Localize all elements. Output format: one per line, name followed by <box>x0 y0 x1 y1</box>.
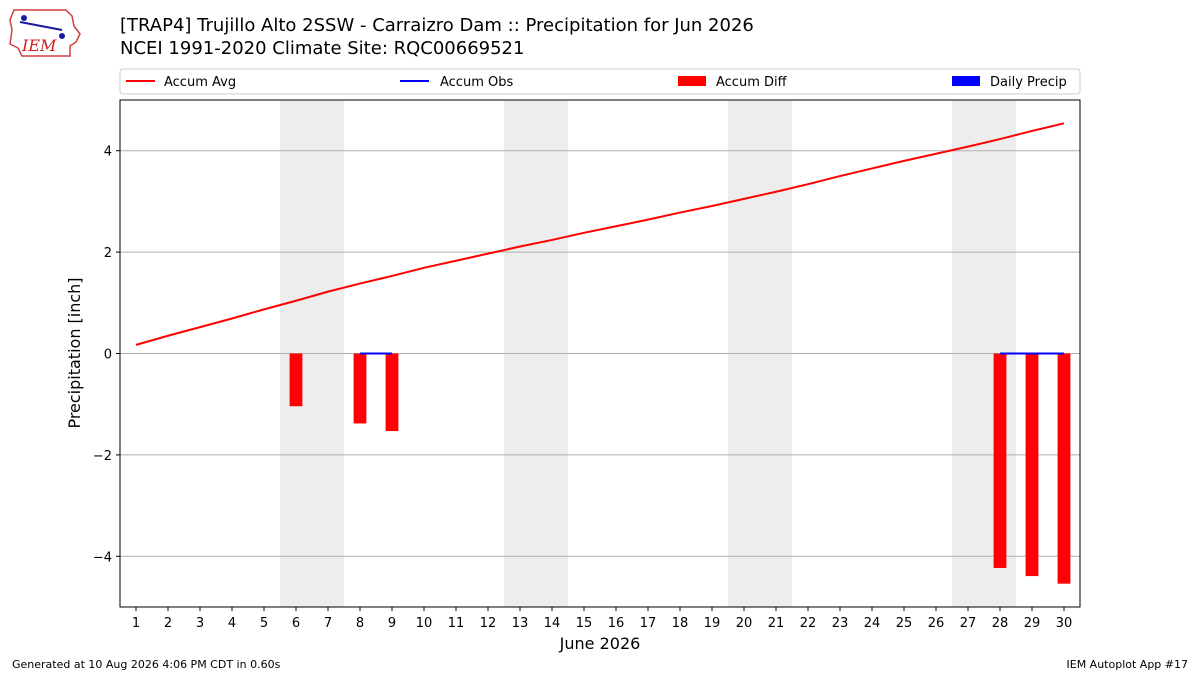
x-tick-label-5: 5 <box>260 616 268 631</box>
x-tick-label-8: 8 <box>356 616 364 631</box>
accum-diff-bar-day-29 <box>1025 353 1039 577</box>
accum-diff-bar-day-28 <box>993 353 1007 568</box>
legend-label-accum-obs: Accum Obs <box>440 75 513 90</box>
iem-logo: IEM <box>9 9 81 57</box>
x-tick-label-17: 17 <box>640 616 657 631</box>
legend-label-daily-precip: Daily Precip <box>990 75 1067 90</box>
x-tick-label-21: 21 <box>768 616 785 631</box>
y-axis-ticks: −4 −2 0 2 4 <box>93 145 120 565</box>
legend-frame <box>119 68 1081 95</box>
x-tick-label-2: 2 <box>164 616 172 631</box>
y-tick-label-3: 2 <box>104 246 112 261</box>
logo-dot-left <box>21 15 27 21</box>
chart-title: [TRAP4] Trujillo Alto 2SSW - Carraizro D… <box>120 15 754 36</box>
y-axis-label: Precipitation [inch] <box>65 277 84 428</box>
x-tick-label-25: 25 <box>896 616 913 631</box>
legend-swatch-daily-precip <box>952 76 980 86</box>
accum-diff-bars-layer <box>289 353 1071 584</box>
x-tick-label-19: 19 <box>704 616 721 631</box>
x-tick-label-22: 22 <box>800 616 817 631</box>
x-tick-label-3: 3 <box>196 616 204 631</box>
y-tick-label-0: −4 <box>93 550 112 565</box>
series-lines-layer <box>135 122 1065 355</box>
x-tick-label-15: 15 <box>576 616 593 631</box>
accum-avg-line <box>135 122 1065 346</box>
x-tick-label-14: 14 <box>544 616 561 631</box>
x-tick-label-10: 10 <box>416 616 433 631</box>
x-tick-label-13: 13 <box>512 616 529 631</box>
iowa-state-outline <box>9 9 81 57</box>
x-tick-label-29: 29 <box>1024 616 1041 631</box>
accum-diff-bar-day-8 <box>353 353 367 424</box>
app-credit: IEM Autoplot App #17 <box>1067 658 1189 671</box>
legend-label-accum-avg: Accum Avg <box>164 75 236 90</box>
y-tick-label-2: 0 <box>104 348 112 363</box>
x-tick-label-28: 28 <box>992 616 1009 631</box>
y-tick-label-1: −2 <box>93 449 112 464</box>
x-tick-label-4: 4 <box>228 616 236 631</box>
x-tick-label-11: 11 <box>448 616 465 631</box>
accum-diff-bar-day-9 <box>385 353 399 432</box>
x-tick-label-6: 6 <box>292 616 300 631</box>
x-tick-label-7: 7 <box>324 616 332 631</box>
x-tick-label-23: 23 <box>832 616 849 631</box>
x-tick-label-1: 1 <box>132 616 140 631</box>
chart-subtitle: NCEI 1991-2020 Climate Site: RQC00669521 <box>120 38 524 59</box>
legend-label-accum-diff: Accum Diff <box>716 75 788 90</box>
x-tick-label-26: 26 <box>928 616 945 631</box>
x-tick-label-9: 9 <box>388 616 396 631</box>
accum-diff-bar-day-6 <box>289 353 303 407</box>
y-tick-label-4: 4 <box>104 145 112 160</box>
x-tick-label-24: 24 <box>864 616 881 631</box>
gridlines-layer <box>120 150 1080 557</box>
x-axis-label: June 2026 <box>559 634 641 653</box>
accum-diff-bar-day-30 <box>1057 353 1071 584</box>
logo-bar <box>19 21 63 31</box>
generated-timestamp: Generated at 10 Aug 2026 4:06 PM CDT in … <box>12 658 281 671</box>
x-tick-label-12: 12 <box>480 616 497 631</box>
x-tick-label-18: 18 <box>672 616 689 631</box>
legend-swatch-accum-diff <box>678 76 706 86</box>
x-axis-ticks: 1 2 3 4 5 6 7 8 9 10 11 12 13 14 15 16 17 18 19 20 21 22 23 24 2… <box>132 607 1072 631</box>
legend: Accum Avg Accum Obs Accum Diff Daily Pre… <box>119 68 1081 95</box>
x-tick-label-16: 16 <box>608 616 625 631</box>
x-tick-label-20: 20 <box>736 616 753 631</box>
x-tick-label-30: 30 <box>1056 616 1073 631</box>
x-tick-label-27: 27 <box>960 616 977 631</box>
logo-text: IEM <box>21 36 57 55</box>
logo-dot-right <box>59 33 65 39</box>
